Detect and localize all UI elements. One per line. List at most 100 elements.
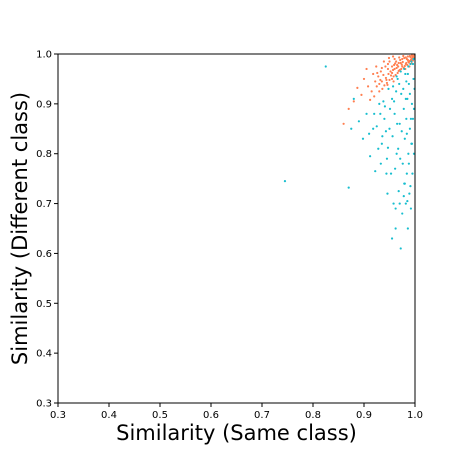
scatter-point-series-1 <box>381 87 384 90</box>
scatter-point-series-1 <box>385 78 388 82</box>
y-tick-label: 1.0 <box>36 50 52 61</box>
scatter-point-series-1 <box>408 54 411 58</box>
scatter-point-series-2 <box>404 97 407 100</box>
scatter-point-series-2 <box>386 146 390 149</box>
scatter-point-series-2 <box>412 57 415 61</box>
y-tick-label: 0.8 <box>36 149 52 160</box>
scatter-point-series-2 <box>411 172 414 175</box>
scatter-point-series-1 <box>384 65 387 68</box>
scatter-point-series-2 <box>401 212 404 215</box>
scatter-point-series-1 <box>404 56 407 59</box>
scatter-point-series-2 <box>406 199 409 203</box>
scatter-point-series-2 <box>400 130 403 133</box>
scatter-point-series-2 <box>368 132 371 135</box>
scatter-point-series-2 <box>377 147 380 150</box>
scatter-point-series-1 <box>378 90 381 93</box>
scatter-point-series-2 <box>387 87 390 90</box>
scatter-point-series-2 <box>375 125 378 128</box>
scatter-point-series-2 <box>408 127 411 130</box>
x-tick-label: 0.7 <box>254 410 270 421</box>
scatter-point-series-2 <box>389 172 393 175</box>
scatter-point-series-2 <box>401 162 404 165</box>
scatter-point-series-2 <box>396 77 399 81</box>
scatter-point-series-2 <box>410 102 414 105</box>
scatter-point-series-2 <box>391 85 395 88</box>
scatter-point-series-2 <box>379 112 382 115</box>
scatter-point-series-1 <box>397 61 400 65</box>
scatter-point-series-1 <box>388 78 391 82</box>
scatter-point-series-2 <box>404 202 407 205</box>
scatter-point-series-2 <box>405 117 408 120</box>
scatter-point-series-2 <box>372 127 375 130</box>
scatter-point-series-1 <box>389 74 393 77</box>
scatter-point-series-2 <box>369 155 372 158</box>
scatter-point-series-1 <box>399 58 402 62</box>
ticks-layer: 0.3 0.4 0.5 0.6 0.7 0.8 0.9 1.0 0.3 0.4 0.5 0.6 0.7 0… <box>36 50 423 422</box>
scatter-point-series-2 <box>283 180 287 183</box>
scatter-point-series-2 <box>398 202 401 205</box>
scatter-point-series-1 <box>365 67 368 71</box>
scatter-point-series-2 <box>403 137 406 140</box>
scatter-point-series-2 <box>408 92 411 95</box>
scatter-point-series-2 <box>395 152 398 155</box>
scatter-point-series-1 <box>369 98 372 101</box>
x-tick-label: 0.9 <box>356 410 372 421</box>
scatter-point-series-2 <box>406 227 409 230</box>
scatter-point-series-2 <box>402 107 405 110</box>
scatter-point-series-1 <box>373 95 376 98</box>
scatter-point-series-1 <box>370 90 373 93</box>
scatter-point-series-2 <box>406 97 409 100</box>
scatter-point-series-2 <box>410 142 414 145</box>
scatter-point-series-1 <box>356 86 359 90</box>
scatter-point-series-2 <box>350 127 353 130</box>
scatter-point-series-2 <box>399 70 402 73</box>
scatter-point-series-1 <box>376 71 379 75</box>
scatter-point-series-2 <box>381 135 384 138</box>
scatter-point-series-1 <box>393 57 396 61</box>
scatter-point-series-2 <box>382 100 385 103</box>
scatter-point-series-1 <box>352 100 355 103</box>
scatter-point-series-1 <box>392 63 396 67</box>
scatter-point-series-1 <box>347 107 350 110</box>
scatter-point-series-1 <box>366 85 370 88</box>
scatter-point-series-1 <box>380 80 383 83</box>
scatter-point-series-1 <box>391 68 395 72</box>
y-tick-label: 0.5 <box>36 299 52 310</box>
scatter-point-series-2 <box>398 122 401 125</box>
x-tick-label: 0.4 <box>101 410 117 421</box>
scatter-point-series-2 <box>392 202 395 205</box>
scatter-point-series-2 <box>383 117 386 120</box>
x-axis-title: Similarity (Same class) <box>116 421 357 445</box>
scatter-point-series-1 <box>400 67 403 71</box>
scatter-point-series-2 <box>324 65 327 68</box>
scatter-point-series-2 <box>384 130 388 133</box>
scatter-point-series-1 <box>378 82 381 86</box>
scatter-point-series-1 <box>396 71 399 75</box>
scatter-point-series-2 <box>388 127 391 130</box>
scatter-point-series-1 <box>387 56 391 60</box>
y-tick-label: 0.9 <box>36 99 52 110</box>
scatter-point-series-2 <box>390 97 394 100</box>
points-layer <box>283 53 416 250</box>
y-tick-label: 0.7 <box>36 199 52 210</box>
scatter-point-series-2 <box>402 194 405 198</box>
scatter-point-series-2 <box>383 105 387 108</box>
scatter-point-series-1 <box>383 84 386 87</box>
scatter-point-series-1 <box>387 72 390 76</box>
scatter-point-series-2 <box>361 137 365 140</box>
y-tick-label: 0.3 <box>36 399 52 410</box>
scatter-point-series-1 <box>401 57 404 61</box>
scatter-point-series-1 <box>406 58 409 62</box>
scatter-point-series-2 <box>385 157 389 160</box>
scatter-point-series-2 <box>409 207 413 210</box>
y-tick-label: 0.6 <box>36 249 52 260</box>
scatter-point-series-1 <box>389 70 392 73</box>
scatter-point-series-2 <box>378 102 381 105</box>
scatter-point-series-1 <box>403 64 406 68</box>
scatter-point-series-1 <box>410 54 414 57</box>
scatter-point-series-2 <box>392 100 396 103</box>
scatter-point-series-1 <box>377 75 380 78</box>
scatter-point-series-2 <box>400 92 403 95</box>
scatter-point-series-1 <box>405 61 408 65</box>
